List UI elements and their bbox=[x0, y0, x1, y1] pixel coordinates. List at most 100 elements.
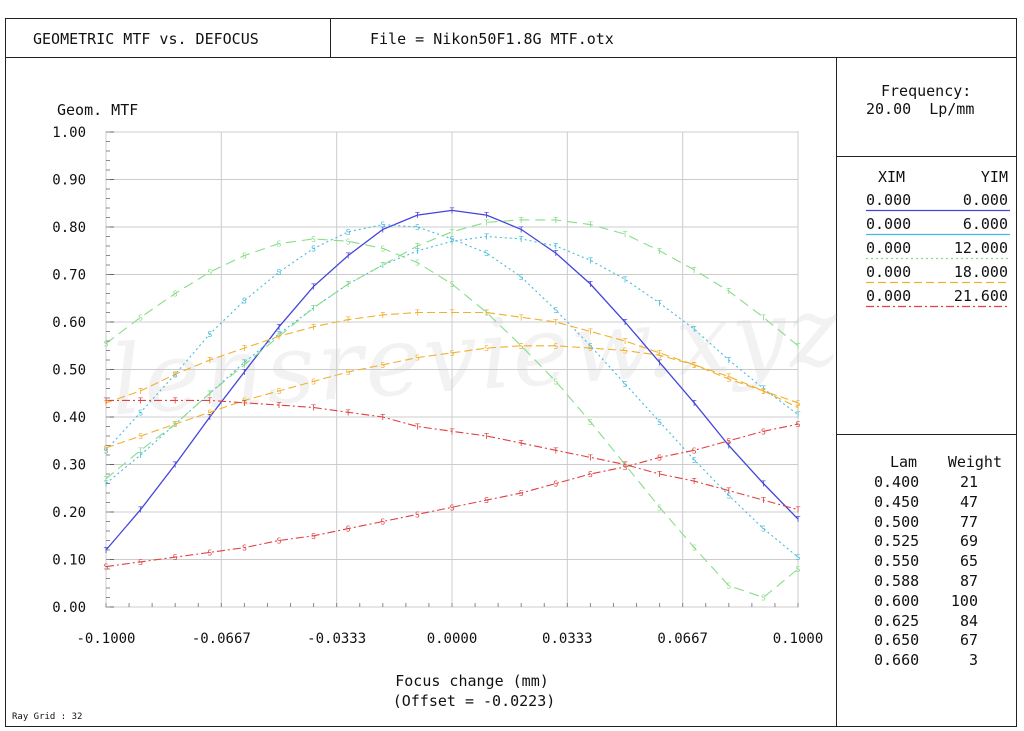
wavelength-row: 0.525 69 bbox=[872, 532, 1002, 552]
series-point-7: S bbox=[311, 532, 316, 541]
series-line-8 bbox=[106, 399, 799, 511]
series-point-1: S bbox=[796, 553, 801, 562]
series-point-6: T bbox=[173, 370, 178, 379]
series-point-3: S bbox=[415, 259, 420, 268]
series-point-6: T bbox=[311, 323, 316, 332]
series-point-2: T bbox=[484, 233, 489, 242]
series-point-2: T bbox=[450, 237, 455, 246]
series-point-6: T bbox=[346, 316, 351, 325]
series-point-5: S bbox=[380, 361, 385, 370]
series-point-5: S bbox=[553, 342, 558, 351]
series-point-0: T bbox=[588, 280, 593, 289]
wavelength-header: Lam Weight bbox=[872, 453, 1002, 473]
series-point-7: S bbox=[104, 563, 109, 572]
series-point-7: S bbox=[692, 446, 697, 455]
series-point-6: T bbox=[207, 356, 212, 365]
series-point-0: T bbox=[138, 506, 143, 515]
series-point-0: T bbox=[242, 368, 247, 377]
series-point-7: S bbox=[242, 544, 247, 553]
series-point-6: T bbox=[588, 328, 593, 337]
series-point-2: T bbox=[657, 299, 662, 308]
series-point-2: T bbox=[519, 235, 524, 244]
legend-yim: 6.000 bbox=[962, 215, 1008, 233]
series-point-1: S bbox=[104, 446, 109, 455]
header-divider bbox=[5, 57, 1017, 58]
y-tick-label: 0.00 bbox=[52, 600, 86, 616]
series-point-3: S bbox=[553, 377, 558, 386]
series-point-3: S bbox=[519, 342, 524, 351]
series-point-3: S bbox=[796, 565, 801, 574]
series-point-8: T bbox=[692, 477, 697, 486]
series-point-3: S bbox=[104, 339, 109, 348]
wavelength-lam: 0.660 bbox=[874, 651, 920, 670]
series-point-0: T bbox=[484, 211, 489, 220]
series-point-5: S bbox=[346, 368, 351, 377]
series-point-3: S bbox=[761, 594, 766, 603]
series-point-8: T bbox=[242, 399, 247, 408]
series-point-3: S bbox=[657, 503, 662, 512]
series-point-6: T bbox=[380, 311, 385, 320]
legend-row: 0.000 21.600 bbox=[866, 286, 1010, 310]
legend-swatch bbox=[866, 257, 1010, 260]
series-point-1: S bbox=[207, 330, 212, 339]
series-point-6: T bbox=[450, 309, 455, 318]
series-point-2: T bbox=[173, 420, 178, 429]
legend-header: XIM YIM bbox=[866, 168, 1010, 190]
legend-head-xim: XIM bbox=[878, 168, 906, 186]
series-point-6: T bbox=[796, 404, 801, 413]
x-tick-label: -0.0667 bbox=[192, 631, 251, 647]
series-point-3: S bbox=[346, 237, 351, 246]
wavelength-row: 0.625 84 bbox=[872, 612, 1002, 632]
wavelength-head-weight: Weight bbox=[947, 453, 1002, 471]
series-point-6: T bbox=[623, 337, 628, 346]
series-point-7: S bbox=[277, 537, 282, 546]
series-point-2: T bbox=[415, 247, 420, 256]
series-point-8: T bbox=[761, 496, 766, 505]
series-point-1: S bbox=[138, 408, 143, 417]
series-point-0: T bbox=[692, 399, 697, 408]
wavelength-lam: 0.650 bbox=[874, 631, 920, 650]
series-point-3: S bbox=[484, 309, 489, 318]
plot-frame bbox=[5, 18, 1017, 727]
series-point-0: T bbox=[450, 206, 455, 215]
series-point-7: S bbox=[450, 503, 455, 512]
y-tick-label: 0.70 bbox=[52, 268, 86, 284]
series-point-6: T bbox=[761, 387, 766, 396]
series-point-2: T bbox=[277, 330, 282, 339]
series-point-3: S bbox=[207, 268, 212, 277]
series-point-3: S bbox=[588, 418, 593, 427]
series-point-4: T bbox=[553, 216, 558, 225]
series-point-1: S bbox=[484, 249, 489, 258]
series-point-2: T bbox=[242, 358, 247, 367]
wavelength-lam: 0.550 bbox=[874, 552, 920, 571]
series-point-8: T bbox=[623, 461, 628, 470]
series-point-3: S bbox=[692, 544, 697, 553]
series-point-1: S bbox=[346, 228, 351, 237]
series-point-6: T bbox=[484, 309, 489, 318]
wavelength-weight: 69 bbox=[959, 532, 978, 551]
series-point-7: S bbox=[796, 420, 801, 429]
series-point-8: T bbox=[104, 396, 109, 405]
series-point-5: S bbox=[657, 351, 662, 360]
wavelength-row: 0.450 47 bbox=[872, 493, 1002, 513]
wavelength-row: 0.400 21 bbox=[872, 473, 1002, 493]
series-point-7: S bbox=[346, 525, 351, 534]
side-panel-divider bbox=[836, 57, 837, 727]
series-point-3: S bbox=[311, 235, 316, 244]
y-tick-label: 0.60 bbox=[52, 315, 86, 331]
wavelength-lam: 0.588 bbox=[874, 571, 920, 590]
series-point-3: S bbox=[380, 244, 385, 253]
series-point-8: T bbox=[796, 506, 801, 515]
series-point-4: T bbox=[657, 247, 662, 256]
series-point-8: T bbox=[346, 408, 351, 417]
y-tick-label: 0.50 bbox=[52, 363, 86, 379]
series-line-7 bbox=[105, 423, 799, 568]
series-point-5: S bbox=[450, 349, 455, 358]
wavelength-head-lam: Lam bbox=[890, 453, 918, 471]
series-point-8: T bbox=[277, 401, 282, 410]
series-point-8: T bbox=[450, 427, 455, 436]
wavelength-lam: 0.500 bbox=[874, 512, 920, 531]
series-point-7: S bbox=[484, 496, 489, 505]
series-point-8: T bbox=[588, 453, 593, 462]
